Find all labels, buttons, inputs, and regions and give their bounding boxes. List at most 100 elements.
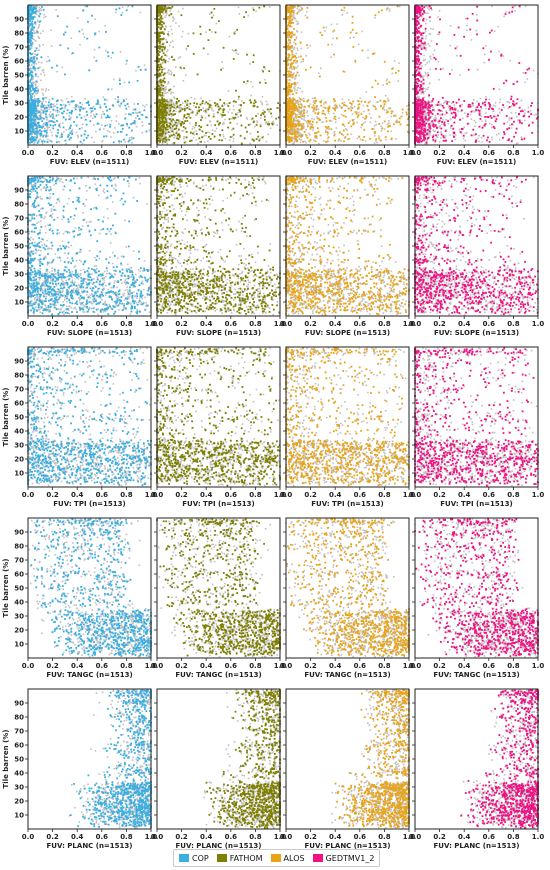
- data-point: [160, 133, 163, 135]
- data-point: [95, 103, 98, 105]
- data-point: [164, 104, 167, 107]
- background-point: [131, 142, 133, 144]
- data-point: [174, 121, 177, 124]
- data-point: [30, 34, 32, 37]
- background-point: [171, 32, 174, 35]
- background-point: [163, 60, 166, 63]
- background-point: [36, 112, 39, 115]
- x-tick-label: 0.6: [225, 149, 238, 157]
- data-point: [68, 111, 71, 114]
- data-point: [232, 58, 235, 60]
- data-point: [250, 101, 253, 104]
- data-point: [108, 108, 111, 110]
- background-point: [162, 42, 164, 45]
- background-point: [168, 134, 170, 137]
- data-point: [158, 100, 161, 103]
- background-point: [383, 109, 386, 111]
- data-point: [176, 137, 179, 140]
- background-point: [127, 5, 130, 8]
- background-point: [45, 115, 48, 117]
- background-point: [38, 37, 41, 40]
- data-point: [333, 53, 335, 56]
- background-point: [296, 65, 299, 67]
- data-point: [31, 122, 34, 124]
- data-point: [200, 126, 203, 129]
- data-point: [86, 5, 89, 8]
- data-point: [34, 103, 36, 106]
- data-point: [324, 131, 327, 133]
- data-point: [106, 114, 109, 117]
- data-point: [240, 124, 243, 127]
- background-point: [165, 39, 167, 41]
- background-point: [250, 81, 252, 83]
- data-point: [163, 7, 166, 10]
- data-point: [335, 104, 338, 107]
- data-point: [168, 89, 171, 92]
- background-point: [373, 128, 375, 130]
- data-point: [309, 127, 312, 130]
- background-point: [43, 127, 46, 130]
- data-point: [72, 100, 75, 103]
- background-point: [350, 133, 353, 136]
- background-point: [71, 131, 74, 134]
- background-point: [278, 107, 280, 109]
- data-point: [34, 113, 37, 116]
- background-point: [192, 104, 195, 107]
- background-point: [234, 30, 237, 33]
- background-point: [59, 126, 61, 128]
- data-point: [30, 74, 33, 76]
- data-point: [128, 126, 131, 129]
- background-point: [42, 30, 44, 32]
- data-point: [71, 100, 74, 103]
- background-point: [293, 140, 296, 143]
- data-point: [166, 125, 169, 128]
- background-point: [34, 39, 36, 41]
- data-point: [169, 107, 172, 110]
- data-point: [36, 122, 39, 124]
- data-point: [179, 110, 182, 112]
- data-point: [260, 114, 262, 117]
- background-point: [173, 119, 176, 122]
- background-point: [160, 9, 163, 11]
- background-point: [48, 113, 51, 116]
- data-point: [288, 70, 291, 73]
- data-point: [36, 100, 39, 103]
- background-point: [35, 29, 38, 32]
- data-point: [78, 30, 81, 33]
- background-point: [170, 118, 173, 120]
- data-point: [57, 99, 59, 102]
- background-point: [45, 107, 47, 110]
- data-point: [31, 93, 34, 95]
- data-point: [180, 122, 183, 125]
- background-point: [205, 31, 207, 34]
- data-point: [71, 52, 74, 54]
- data-point: [41, 126, 43, 129]
- background-point: [317, 108, 320, 111]
- data-point: [33, 138, 36, 141]
- x-tick-label: 0.0: [22, 149, 35, 157]
- data-point: [157, 69, 159, 72]
- background-point: [37, 61, 40, 63]
- background-point: [170, 114, 173, 116]
- data-point: [219, 98, 222, 101]
- background-point: [34, 141, 36, 144]
- data-point: [178, 134, 181, 137]
- data-point: [164, 111, 167, 113]
- background-point: [254, 125, 256, 128]
- data-point: [262, 70, 264, 73]
- background-point: [47, 89, 50, 91]
- data-point: [63, 110, 65, 113]
- background-point: [35, 13, 38, 16]
- data-point: [32, 137, 35, 140]
- background-point: [163, 87, 166, 89]
- data-point: [163, 72, 166, 75]
- background-point: [58, 110, 61, 113]
- data-point: [234, 116, 237, 119]
- background-point: [305, 54, 307, 57]
- data-point: [51, 116, 54, 119]
- data-point: [207, 114, 210, 117]
- data-point: [29, 51, 31, 54]
- data-point: [93, 107, 96, 110]
- background-point: [33, 30, 35, 32]
- background-point: [37, 126, 39, 129]
